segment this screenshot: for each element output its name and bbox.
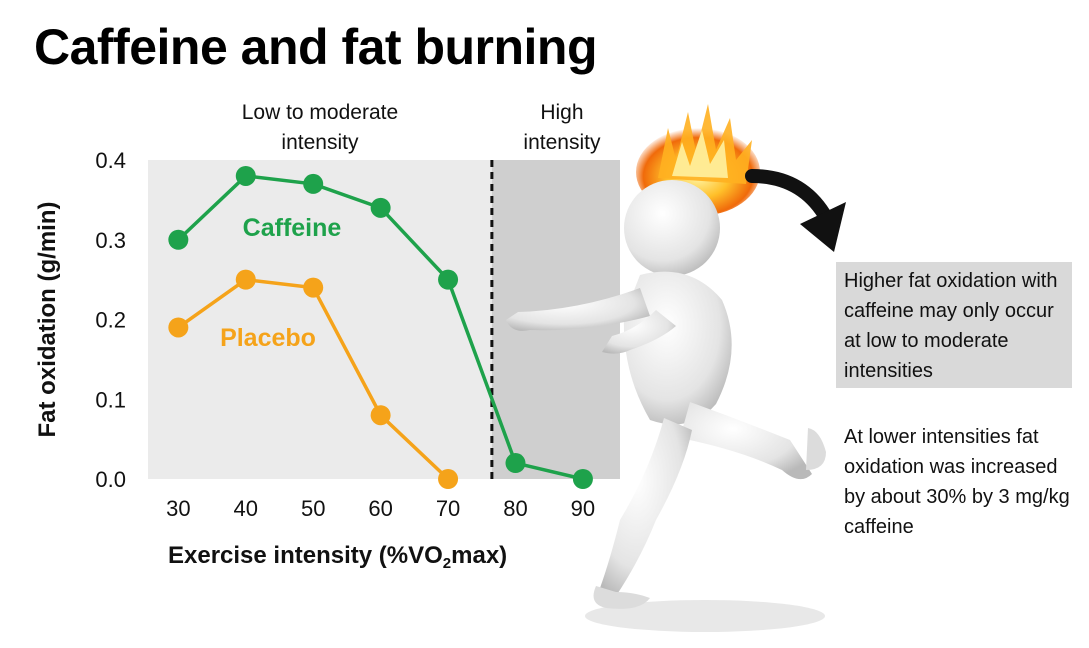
data-point-placebo [235, 269, 256, 290]
y-tick-label: 0.3 [95, 228, 126, 253]
callout-text: Higher fat oxidation with caffeine may o… [844, 270, 1058, 382]
series-label-caffeine: Caffeine [243, 214, 342, 242]
region-label-1-0: High [540, 101, 583, 124]
chart-title: Caffeine and fat burning [34, 19, 598, 75]
x-tick-label: 50 [301, 496, 325, 521]
data-point-placebo [370, 405, 391, 426]
series-label-placebo: Placebo [220, 324, 316, 352]
y-tick-label: 0.2 [95, 308, 126, 333]
data-point-placebo [303, 277, 324, 298]
x-axis-label: Exercise intensity (%VO2max) [168, 542, 508, 572]
data-point-caffeine [303, 173, 324, 194]
y-axis-label: Fat oxidation (g/min) [34, 202, 61, 438]
x-tick-label: 30 [166, 496, 190, 521]
y-tick-label: 0.0 [95, 467, 126, 492]
y-tick-label: 0.4 [95, 148, 126, 173]
region-label-1-1: intensity [523, 131, 601, 154]
curved-arrow-icon [745, 169, 846, 252]
y-tick-label: 0.1 [95, 387, 126, 412]
data-point-placebo [168, 317, 189, 338]
x-tick-label: 80 [503, 496, 527, 521]
data-point-caffeine [438, 269, 459, 290]
data-point-caffeine [370, 197, 391, 218]
x-tick-label: 70 [436, 496, 460, 521]
running-figure-with-flaming-head-icon [506, 104, 826, 632]
region-label-0-0: Low to moderate [242, 101, 398, 124]
data-point-caffeine [505, 453, 526, 474]
region-0 [148, 160, 492, 479]
note-text: At lower intensities fat oxidation was i… [844, 426, 1070, 538]
data-point-caffeine [235, 165, 256, 186]
x-tick-label: 40 [234, 496, 258, 521]
region-label-0-1: intensity [281, 131, 359, 154]
x-tick-label: 60 [368, 496, 392, 521]
data-point-caffeine [572, 469, 593, 489]
x-tick-label: 90 [571, 496, 595, 521]
callout-box [836, 262, 1072, 388]
data-point-placebo [438, 469, 459, 489]
data-point-caffeine [168, 229, 189, 250]
